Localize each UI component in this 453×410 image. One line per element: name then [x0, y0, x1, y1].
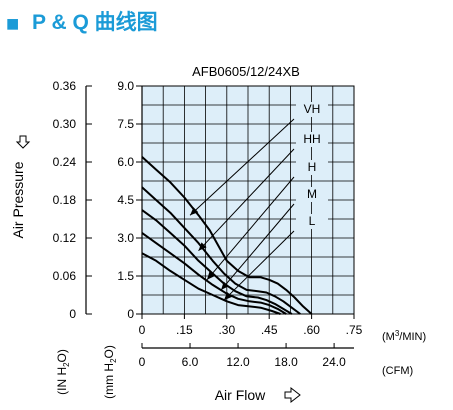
arrow-right-icon [284, 386, 301, 404]
flow-axis-cfm-tick-label: 0 [139, 355, 146, 369]
callout-label-h: H [308, 160, 317, 174]
callout-leader-vh [189, 118, 295, 216]
callout-bg [296, 102, 328, 117]
flow-axis-m3min: 0 .15 .30 .45 .60 .75 [139, 314, 363, 337]
series-line-vh [141, 156, 313, 315]
flow-axis-m3min-tick-label: .60 [303, 323, 320, 337]
callout-bg [296, 187, 328, 202]
series-line-hh [141, 186, 301, 315]
callout-label-l: L [309, 214, 316, 228]
pressure-units: (IN H2O) (mm H2O) [55, 345, 118, 399]
series-line-l [141, 252, 281, 315]
callout-leader-hh [198, 148, 295, 252]
pressure-axis-mmh2o: 9.0 7.5 6.0 4.5 3.0 1.5 0 [117, 79, 143, 321]
flow-axis-m3min-tick-label: .30 [218, 323, 235, 337]
y-axis-label: Air Pressure [10, 161, 26, 238]
flow-axis-m3min-tick-label: .75 [346, 323, 363, 337]
flow-axis-m3min-tick-label: .15 [176, 323, 193, 337]
callout-arrowhead [190, 207, 199, 216]
callout-bg [296, 132, 328, 147]
arrow-up-icon [15, 135, 31, 149]
page-title: P & Q 曲线图 [32, 10, 158, 34]
header: ■ P & Q 曲线图 [6, 10, 158, 36]
pressure-unit-inh2o: (IN H2O) [55, 349, 71, 395]
pressure-axis-inh2o-tick-label: 0.24 [53, 155, 77, 169]
series-line-h [141, 209, 293, 315]
flow-axis-cfm: 0 6.0 12.0 18.0 24.0 [139, 343, 354, 369]
series-curves [141, 156, 313, 315]
callout-bg [296, 214, 328, 229]
callout-label-vh: VH [304, 102, 321, 116]
pressure-axis-mmh2o-tick-label: 1.5 [117, 269, 134, 283]
title-square-icon: ■ [6, 11, 19, 36]
pressure-axis-mmh2o-tick-label: 4.5 [117, 193, 134, 207]
flow-axis-cfm-tick-label: 18.0 [274, 355, 298, 369]
chart-title: AFB0605/12/24XB [192, 64, 300, 79]
pressure-axis-inh2o-tick-label: 0.30 [53, 117, 77, 131]
pressure-axis-inh2o-tick-label: 0.36 [53, 79, 77, 93]
pressure-axis-mmh2o-tick-label: 3.0 [117, 231, 134, 245]
flow-axis-cfm-tick-label: 24.0 [322, 355, 346, 369]
callout-arrowhead [198, 242, 207, 251]
pressure-axis-inh2o-tick-label: 0 [69, 307, 76, 321]
pressure-axis-mmh2o-tick-label: 9.0 [117, 79, 134, 93]
flow-axis-m3min-tick-label: 0 [139, 323, 146, 337]
pressure-axis-mmh2o-tick-label: 6.0 [117, 155, 134, 169]
flow-axis-m3min-tick-label: .45 [261, 323, 278, 337]
callout-label-hh: HH [303, 132, 320, 146]
callout-arrowhead [224, 292, 233, 301]
pressure-axis-inh2o: 0.36 0.30 0.24 0.18 0.12 0.06 0 [53, 79, 92, 321]
flow-axis-cfm-tick-label: 6.0 [182, 355, 199, 369]
y-axis-title: Air Pressure [10, 135, 31, 239]
flow-unit-cfm: (CFM) [382, 365, 413, 377]
callout-leader-l [223, 230, 295, 301]
callout-arrowhead [207, 271, 215, 280]
pressure-axis-mmh2o-tick-label: 0 [127, 307, 134, 321]
flow-axis-cfm-tick-label: 12.0 [226, 355, 250, 369]
x-axis-title: Air Flow [215, 386, 301, 404]
callout-label-m: M [307, 187, 317, 201]
pressure-axis-mmh2o-tick-label: 7.5 [117, 117, 134, 131]
flow-unit-m3min: (M3/MIN) [382, 329, 426, 343]
callout-leader-m [220, 203, 295, 291]
pressure-axis-inh2o-tick-label: 0.06 [53, 269, 77, 283]
x-axis-label: Air Flow [215, 387, 266, 403]
callout-bg [296, 160, 328, 175]
pressure-unit-mmh2o: (mm H2O) [102, 345, 118, 399]
callout-arrowhead [221, 281, 229, 290]
pressure-axis-inh2o-tick-label: 0.12 [53, 231, 77, 245]
pressure-axis-inh2o-tick-label: 0.18 [53, 193, 77, 207]
callout-leader-h [206, 176, 295, 281]
